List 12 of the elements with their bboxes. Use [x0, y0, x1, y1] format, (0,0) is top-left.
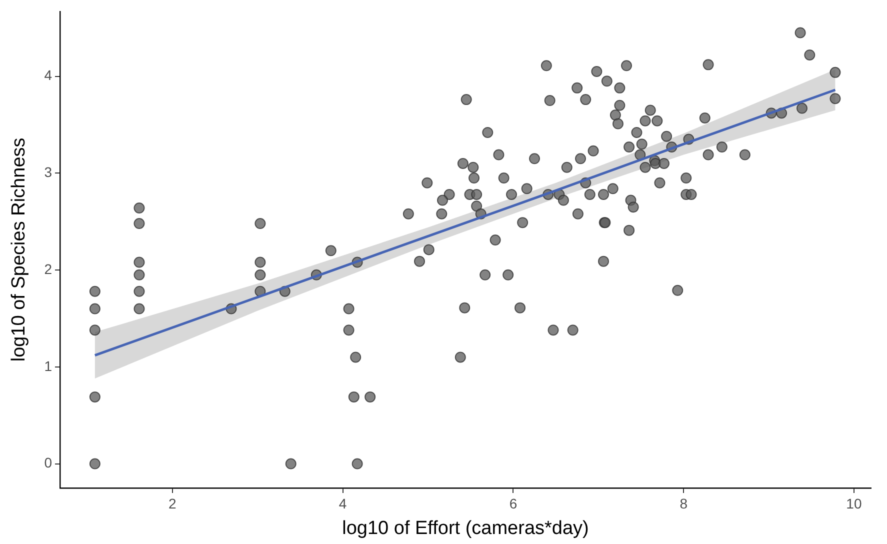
x-tick-label: 2 [168, 495, 177, 512]
x-tick-label: 8 [680, 495, 688, 512]
y-tick-label: 4 [44, 67, 52, 84]
x-tick-label: 4 [338, 495, 347, 512]
x-tick-label: 10 [846, 495, 862, 512]
x-axis-title: log10 of Effort (cameras*day) [342, 518, 589, 539]
y-tick-label: 2 [44, 260, 52, 277]
y-axis-title: log10 of Species Richness [8, 138, 30, 362]
y-tick-label: 0 [44, 454, 52, 471]
y-tick-label: 3 [44, 164, 52, 180]
x-tick-label: 6 [509, 495, 518, 512]
y-tick-label: 1 [44, 358, 52, 374]
